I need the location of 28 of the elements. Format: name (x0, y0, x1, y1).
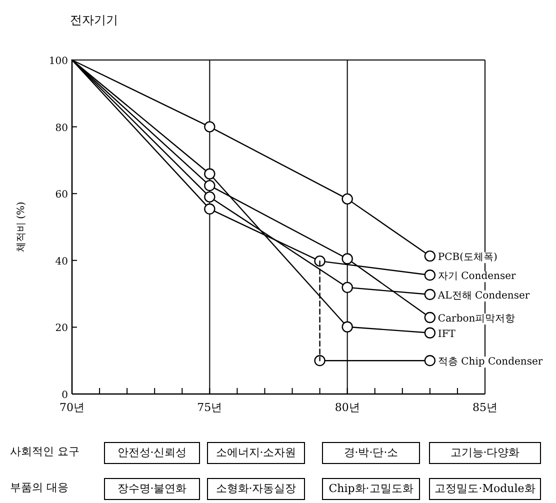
annotation: 소형화·자동실장 (207, 478, 305, 500)
series-label: 자기 Condenser (438, 271, 516, 282)
annotation: 안전성·신뢰성 (104, 442, 200, 464)
series-label: 적층 Chip Condenser (438, 356, 543, 368)
x-tick-label: 75년 (197, 401, 222, 414)
annotation: 장수명·불연화 (104, 478, 200, 500)
annotation: Chip화·고밀도화 (322, 478, 420, 500)
series-label: AL전해 Condenser (436, 290, 530, 302)
x-tick-label: 70년 (60, 401, 84, 414)
x-tick-label: 85년 (472, 401, 498, 414)
series-label: PCB(도체폭) (438, 252, 498, 264)
annotation: 경·박·단·소 (322, 442, 420, 464)
annotation: 소에너지·소자원 (207, 442, 305, 464)
title: 전자기기 (70, 13, 118, 27)
y-tick-label: 0 (62, 390, 68, 401)
annotation: 부품의 대응 (10, 480, 70, 496)
x-tick-label: 80년 (334, 401, 360, 414)
y-tick-label: 20 (55, 323, 68, 334)
annotation: 사회적인 요구 (10, 444, 80, 460)
annotation: 고정밀도·Module화 (429, 478, 541, 500)
annotation: 고기능·다양화 (429, 442, 541, 464)
y-tick-label: 40 (55, 256, 68, 268)
ylabel: 체적비 (%) (16, 202, 27, 252)
series-label: IFT (438, 328, 456, 340)
y-tick-label: 80 (55, 122, 68, 134)
y-tick-label: 60 (55, 190, 68, 201)
y-tick-label: 100 (48, 56, 68, 67)
series-label: Carbon피막저항 (438, 314, 516, 325)
